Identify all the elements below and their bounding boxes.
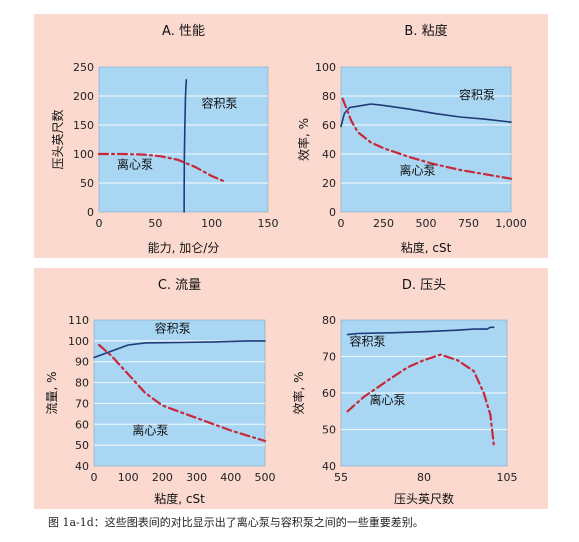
- x-tick-label: 300: [186, 471, 207, 484]
- series-line-positive-displacement: [340, 103, 512, 128]
- series-annotation: 容积泵: [202, 96, 238, 111]
- y-tick-label: 100: [315, 61, 336, 74]
- y-tick-label: 50: [80, 177, 94, 190]
- y-axis-label: 效率, %: [296, 118, 311, 161]
- series-annotation: 离心泵: [117, 157, 153, 172]
- y-tick-label: 70: [75, 397, 89, 410]
- y-tick-label: 20: [322, 177, 336, 190]
- y-tick-label: 70: [322, 351, 336, 364]
- y-axis-label: 效率, %: [291, 371, 306, 414]
- y-tick-label: 40: [322, 148, 336, 161]
- x-tick-label: 500: [416, 217, 437, 230]
- plot-area: [340, 66, 512, 213]
- chart-title: A. 性能: [162, 24, 205, 39]
- y-axis-label: 压头英尺数: [50, 109, 65, 169]
- y-tick-label: 0: [87, 206, 94, 219]
- y-axis-label: 流量, %: [45, 371, 59, 414]
- y-tick-label: 100: [68, 335, 89, 348]
- x-tick-label: 50: [148, 217, 162, 230]
- y-tick-label: 200: [73, 90, 94, 103]
- x-tick-label: 0: [338, 217, 345, 230]
- series-line-positive-displacement: [183, 79, 188, 213]
- y-tick-label: 80: [75, 377, 89, 390]
- series-annotation: 容积泵: [155, 321, 191, 336]
- x-tick-label: 100: [201, 217, 222, 230]
- x-tick-label: 200: [152, 471, 173, 484]
- y-tick-label: 90: [75, 356, 89, 369]
- plot-area: [93, 319, 266, 467]
- series-line-centrifugal: [98, 343, 267, 443]
- series-annotation: 容积泵: [350, 334, 386, 349]
- x-tick-label: 500: [255, 471, 276, 484]
- y-tick-label: 250: [73, 61, 94, 74]
- figure-caption: 图 1a-1d：这些图表间的对比显示出了离心泵与容积泵之间的一些重要差别。: [48, 516, 424, 529]
- y-tick-label: 100: [73, 148, 94, 161]
- y-tick-label: 80: [322, 314, 336, 327]
- x-axis-label: 粘度, cSt: [401, 240, 452, 255]
- chart-a: A. 性能 0 50 100 150 200 250 0 50 100 150 能力, 加仑/分 压头英…: [50, 24, 279, 255]
- series-line-positive-displacement: [93, 340, 266, 359]
- y-tick-label: 60: [75, 418, 89, 431]
- chart-title: C. 流量: [158, 278, 201, 293]
- y-tick-label: 0: [329, 206, 336, 219]
- x-tick-label: 0: [91, 471, 98, 484]
- y-tick-label: 150: [73, 119, 94, 132]
- series-annotation: 离心泵: [132, 423, 168, 438]
- chart-title: D. 压头: [402, 278, 446, 293]
- x-tick-label: 100: [118, 471, 139, 484]
- y-tick-label: 40: [322, 460, 336, 473]
- series-annotation: 容积泵: [459, 87, 495, 102]
- x-tick-label: 750: [458, 217, 479, 230]
- series-line-positive-displacement: [346, 326, 495, 336]
- y-tick-label: 80: [322, 90, 336, 103]
- x-tick-label: 105: [497, 471, 518, 484]
- y-tick-label: 110: [68, 314, 89, 327]
- x-tick-label: 250: [373, 217, 394, 230]
- x-axis-label: 压头英尺数: [394, 491, 454, 506]
- chart-b: B. 粘度 0 20 40 60 80 100 0 250 500 750 1,000 粘度, cSt 效…: [296, 23, 527, 255]
- y-tick-label: 50: [75, 439, 89, 452]
- x-tick-label: 0: [96, 217, 103, 230]
- x-axis-label: 能力, 加仑/分: [148, 241, 220, 255]
- y-tick-label: 40: [75, 460, 89, 473]
- y-tick-label: 60: [322, 119, 336, 132]
- x-tick-label: 400: [220, 471, 241, 484]
- series-line-centrifugal: [97, 152, 227, 183]
- y-tick-label: 50: [322, 424, 336, 437]
- series-line-centrifugal: [346, 353, 495, 446]
- x-tick-label: 55: [334, 471, 348, 484]
- x-tick-label: 80: [417, 471, 431, 484]
- chart-title: B. 粘度: [404, 23, 447, 39]
- chart-c: C. 流量 40 50 60 70 80 90 100 110 0 100 200 300 400 500 粘…: [45, 278, 276, 506]
- series-annotation: 离心泵: [399, 162, 435, 177]
- y-tick-label: 60: [322, 387, 336, 400]
- x-tick-label: 150: [258, 217, 279, 230]
- x-tick-label: 1,000: [495, 217, 527, 230]
- x-axis-label: 粘度, cSt: [154, 491, 205, 506]
- series-annotation: 离心泵: [369, 392, 405, 407]
- series-line-centrifugal: [341, 97, 513, 180]
